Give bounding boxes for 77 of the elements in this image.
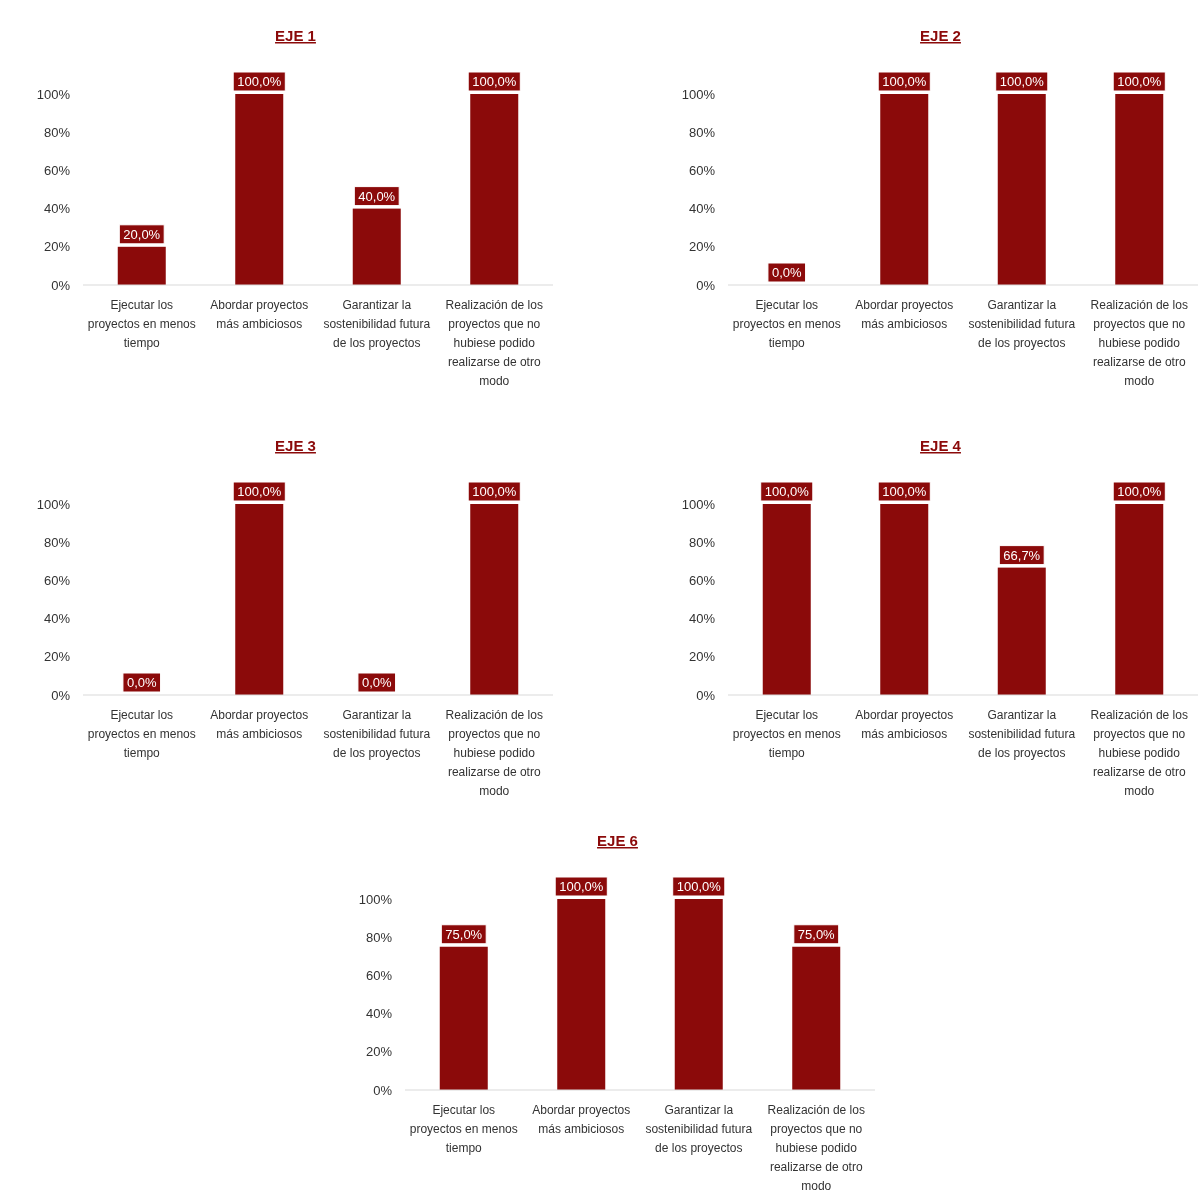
y-tick-label: 60% [43,572,71,588]
x-tick-label: Realización de los proyectos que no hubiese podido realizarse de otro modo [1090,708,1188,798]
y-tick-label: 80% [688,124,716,140]
chart-title: EJE 2 [920,27,961,44]
y-tick-label: 20% [365,1044,393,1060]
x-tick-label: Abordar proyectos más ambiciosos [210,708,309,741]
y-tick-label: 20% [43,649,71,665]
y-tick-label: 100% [36,86,71,102]
y-tick-label: 20% [688,649,716,665]
x-tick-label: Abordar proyectos más ambiciosos [855,708,954,741]
y-tick-label: 80% [43,124,71,140]
y-tick-label: 0% [373,1082,393,1098]
y-tick-label: 80% [43,534,71,550]
chart-title: EJE 4 [920,437,962,454]
data-label: 100,0% [472,74,517,89]
x-tick-label: Realización de los proyectos que no hubiese podido realizarse de otro modo [1090,298,1188,388]
y-tick-label: 40% [365,1006,393,1022]
y-tick-label: 0% [696,687,716,703]
y-tick-label: 80% [365,929,393,945]
data-label: 100,0% [1117,74,1162,89]
data-label: 100,0% [882,74,927,89]
data-label: 100,0% [237,74,282,89]
data-label: 100,0% [472,484,517,499]
x-tick-label: Garantizar la sostenibilidad futura de los proyectos [968,708,1076,760]
y-tick-label: 60% [688,162,716,178]
data-label: 0,0% [361,675,392,690]
y-tick-label: 0% [51,687,71,703]
data-label: 100,0% [676,879,722,894]
chart-title: EJE 1 [275,27,316,44]
y-tick-label: 40% [43,611,71,627]
data-label: 40,0% [358,188,396,204]
x-tick-label: Ejecutar los proyectos en menos tiempo [732,708,841,760]
chart-title: EJE 6 [597,832,638,849]
x-tick-label: Ejecutar los proyectos en menos tiempo [409,1103,518,1155]
y-tick-label: 80% [688,534,716,550]
x-tick-label: Ejecutar los proyectos en menos tiempo [87,708,196,760]
x-tick-label: Ejecutar los proyectos en menos tiempo [87,298,196,350]
x-tick-label: Garantizar la sostenibilidad futura de los proyectos [323,708,431,760]
x-tick-label: Realización de los proyectos que no hubiese podido realizarse de otro modo [445,298,543,388]
data-label: 20,0% [123,226,161,242]
x-tick-label: Garantizar la sostenibilidad futura de los proyectos [968,298,1076,350]
y-tick-label: 40% [688,201,716,217]
data-label: 100,0% [999,74,1045,89]
x-tick-label: Realización de los proyectos que no hubiese podido realizarse de otro modo [767,1103,865,1193]
y-tick-label: 60% [365,967,393,983]
x-tick-label: Garantizar la sostenibilidad futura de los proyectos [323,298,431,350]
data-label: 100,0% [559,879,604,894]
y-tick-label: 60% [43,162,71,178]
data-label: 75,0% [797,926,836,942]
y-tick-label: 100% [681,86,716,102]
y-tick-label: 40% [43,201,71,217]
y-tick-label: 40% [688,611,716,627]
y-tick-label: 20% [43,239,71,255]
data-label: 0,0% [126,675,157,690]
y-tick-label: 100% [36,496,71,512]
data-label: 100,0% [882,484,927,499]
x-tick-label: Ejecutar los proyectos en menos tiempo [732,298,841,350]
y-tick-label: 100% [358,891,393,907]
data-label: 100,0% [1117,484,1162,499]
x-tick-label: Realización de los proyectos que no hubiese podido realizarse de otro modo [445,708,543,798]
y-tick-label: 60% [688,572,716,588]
x-tick-label: Abordar proyectos más ambiciosos [855,298,954,331]
data-label: 66,7% [1003,547,1041,563]
data-label: 100,0% [237,484,282,499]
y-tick-label: 100% [681,496,716,512]
data-label: 75,0% [445,926,483,942]
data-label: 100,0% [764,484,810,499]
x-tick-label: Garantizar la sostenibilidad futura de los proyectos [645,1103,753,1155]
y-tick-label: 20% [688,239,716,255]
x-tick-label: Abordar proyectos más ambiciosos [532,1103,631,1136]
bar [235,94,284,285]
bar [470,94,519,285]
x-tick-label: Abordar proyectos más ambiciosos [210,298,309,331]
y-tick-label: 0% [696,277,716,293]
data-label: 0,0% [771,265,802,280]
y-tick-label: 0% [51,277,71,293]
chart-title: EJE 3 [275,437,316,454]
